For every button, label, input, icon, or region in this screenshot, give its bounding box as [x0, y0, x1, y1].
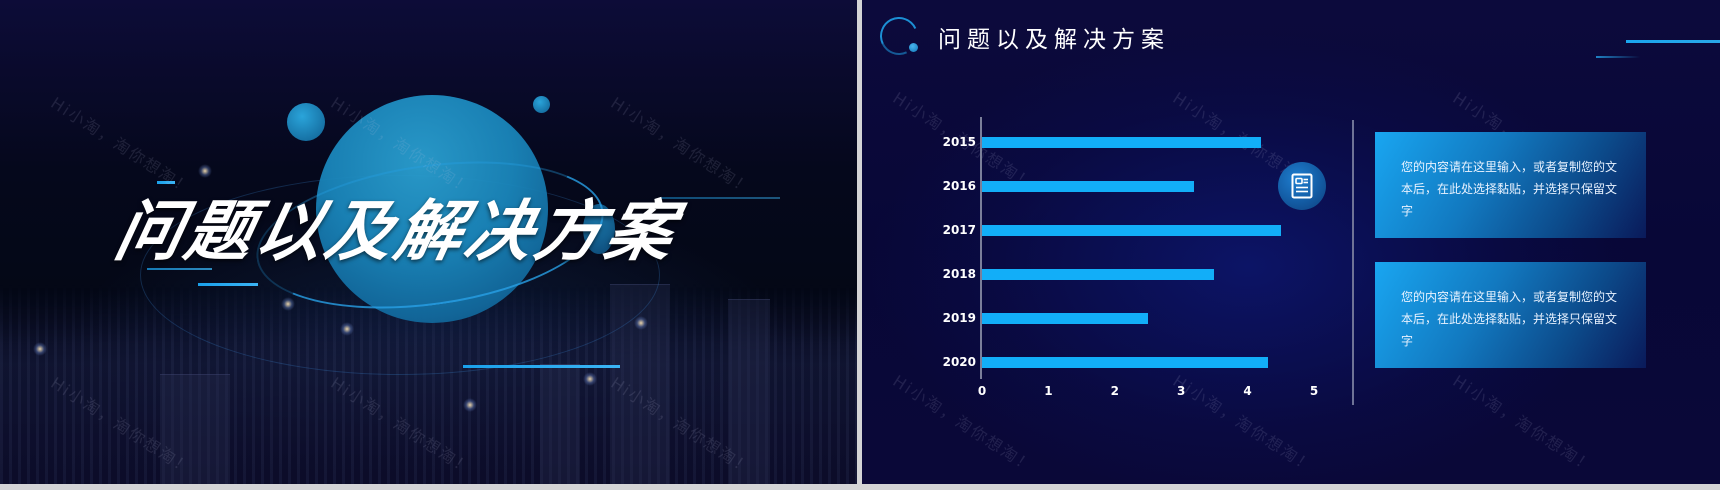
text-box-content: 您的内容请在这里输入，或者复制您的文本后，在此处选择黏贴，并选择只保留文字: [1401, 160, 1618, 218]
bar-2019[interactable]: [982, 313, 1148, 324]
cover-title: 问题以及解决方案: [108, 193, 686, 270]
accent-line: [463, 365, 620, 368]
category-label: 2016: [942, 179, 976, 193]
light-glow: [281, 297, 295, 311]
accent-line: [157, 181, 175, 184]
watermark: Hi小淘，淘你想淘！: [1449, 371, 1598, 477]
x-tick-label: 1: [1044, 384, 1053, 398]
category-label: 2018: [942, 267, 976, 281]
accent-line: [1596, 56, 1640, 58]
building-silhouette: [728, 299, 770, 484]
bar-2015[interactable]: [982, 137, 1261, 148]
small-planet-graphic: [287, 103, 325, 141]
light-glow: [340, 322, 354, 336]
x-tick-label: 4: [1243, 384, 1252, 398]
bar-chart: 2015 2016 2017 2018 2019 2020 0 1 2 3 4 5: [862, 0, 1342, 420]
x-tick-label: 3: [1177, 384, 1186, 398]
large-planet-graphic: [316, 95, 548, 323]
x-tick-label: 5: [1309, 384, 1319, 398]
accent-line: [147, 268, 212, 270]
y-axis-line: [980, 117, 982, 379]
light-glow: [33, 342, 47, 356]
light-glow: [463, 398, 477, 412]
text-box-2[interactable]: 您的内容请在这里输入，或者复制您的文本后，在此处选择黏贴，并选择只保留文字: [1375, 262, 1646, 368]
cover-slide[interactable]: 问题以及解决方案 Hi小淘，淘你想淘！ Hi小淘，淘你想淘！ Hi小淘，淘你想淘…: [0, 0, 857, 484]
bar-2017[interactable]: [982, 225, 1281, 236]
chart-slide[interactable]: 问题以及解决方案 Hi小淘，淘你想淘！ Hi小淘，淘你想淘！ Hi小淘，淘你想淘…: [862, 0, 1720, 484]
side-planet-graphic: [583, 204, 615, 254]
document-icon: [1291, 173, 1313, 199]
building-silhouette: [540, 364, 580, 484]
category-label: 2015: [942, 135, 976, 149]
text-box-1[interactable]: 您的内容请在这里输入，或者复制您的文本后，在此处选择黏贴，并选择只保留文字: [1375, 132, 1646, 238]
accent-line: [198, 283, 258, 286]
accent-line: [660, 197, 780, 199]
bar-2018[interactable]: [982, 269, 1215, 280]
tiny-planet-graphic: [533, 96, 550, 113]
light-glow: [198, 164, 212, 178]
category-label: 2020: [942, 355, 976, 369]
text-box-content: 您的内容请在这里输入，或者复制您的文本后，在此处选择黏贴，并选择只保留文字: [1401, 290, 1618, 348]
building-silhouette: [160, 374, 230, 484]
slide-title: 问题以及解决方案: [938, 27, 1170, 53]
accent-line: [1626, 40, 1720, 43]
x-tick-label: 0: [977, 384, 987, 398]
light-glow: [583, 372, 597, 386]
document-icon-badge: [1278, 162, 1326, 210]
light-glow: [634, 316, 648, 330]
header-dot-icon: [909, 43, 918, 52]
bar-2016[interactable]: [982, 181, 1195, 192]
bar-2020[interactable]: [982, 357, 1268, 368]
category-label: 2019: [942, 311, 976, 325]
vertical-divider: [1352, 120, 1354, 405]
x-tick-label: 2: [1110, 384, 1119, 398]
category-label: 2017: [942, 223, 976, 237]
